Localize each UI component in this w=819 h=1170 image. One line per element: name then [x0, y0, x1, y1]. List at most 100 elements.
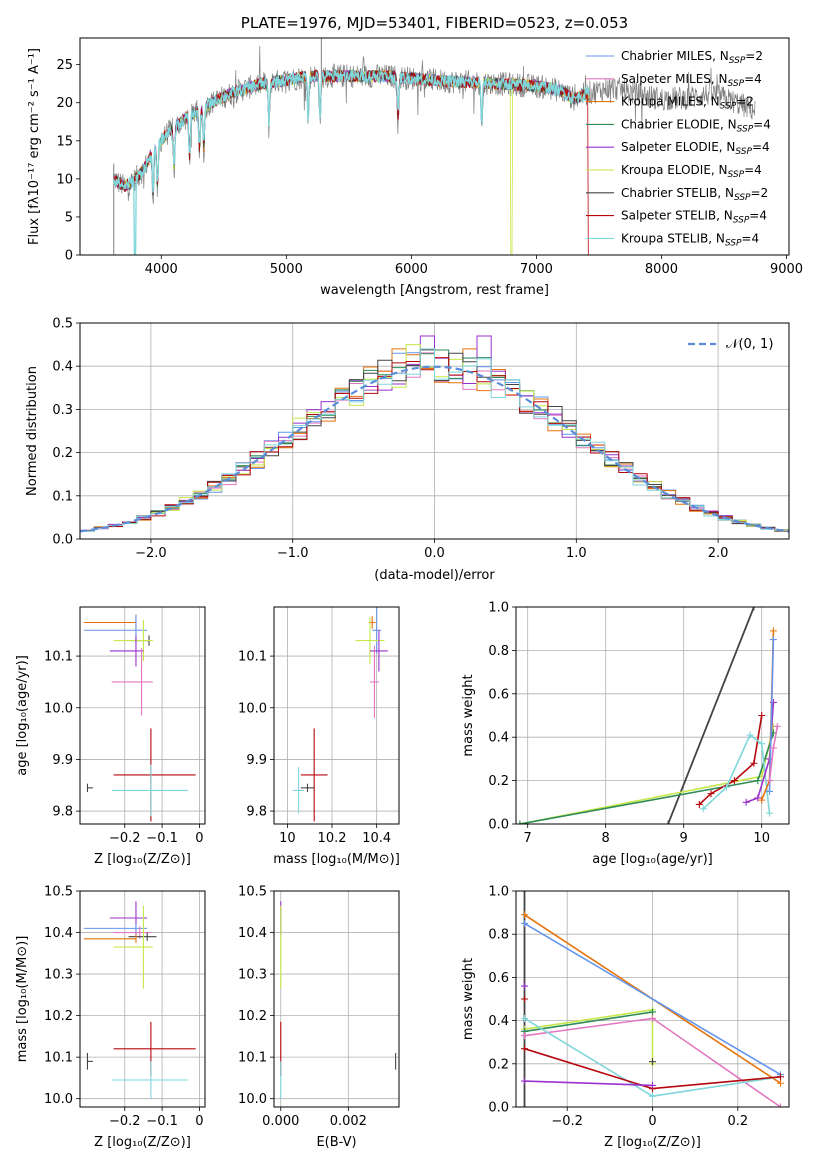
legend-label-suffix: =4: [744, 72, 762, 86]
y-tick-label: 9.8: [52, 805, 73, 820]
x-tick-label: 9: [680, 831, 688, 846]
x-tick-label: 0.2: [727, 1114, 748, 1129]
y-tick-label: 0.2: [488, 774, 509, 789]
ticks: 10 10.2 10.4 9.8 9.9 10.0 10.1: [238, 650, 391, 846]
x-tick-label: 0: [195, 1114, 203, 1129]
marker-kroupa_stelib: [723, 783, 731, 791]
legend-label: Chabrier ELODIE, NSSP=4: [621, 117, 771, 134]
x-tick-label: −0.2: [551, 1114, 583, 1129]
x-tick-label: 10.2: [318, 831, 347, 846]
y-tick-label: 10.2: [44, 1009, 73, 1024]
y-axis-label: Normed distribution: [25, 366, 40, 496]
marker-salpeter_miles: [769, 744, 777, 752]
legend-label-text: Salpeter STELIB, N: [621, 209, 733, 223]
y-tick-label: 0.8: [488, 928, 509, 943]
model-spectrum-salpeter_stelib: [113, 69, 589, 255]
y-tick-label: 5: [65, 210, 73, 225]
marker-salpeter_miles: [649, 1014, 656, 1022]
marker-salpeter_stelib: [750, 759, 758, 767]
legend-label-suffix: =4: [753, 117, 771, 131]
x-tick-label: −0.1: [146, 1114, 178, 1129]
legend-label-sub: SSP: [737, 124, 754, 134]
legend-label-text: Salpeter MILES, N: [621, 72, 728, 86]
y-tick-label: 0.0: [52, 533, 73, 548]
y-tick-label: 9.9: [52, 753, 73, 768]
axes-frame: [515, 606, 790, 825]
gridlines: [274, 607, 399, 824]
y-tick-label: 10.4: [44, 926, 73, 941]
y-tick-label: 0.0: [488, 818, 509, 833]
legend-label-sub: SSP: [720, 102, 737, 112]
ticks: −0.2 −0.1 0 10.0 10.1 10.2 10.3 10.4 10.5: [44, 885, 203, 1130]
y-axis-label: age [log₁₀(age/yr)]: [15, 655, 30, 776]
axes-frame: [273, 890, 400, 1108]
y-tick-label: 1.0: [488, 601, 509, 616]
data-points: [83, 901, 196, 1099]
y-tick-label: 10.2: [238, 1009, 267, 1024]
y-tick-label: 0.1: [52, 489, 73, 504]
marker-salpeter_elodie: [521, 1077, 529, 1085]
marker-chabrier_miles: [766, 787, 773, 795]
marker-chabrier_miles: [769, 636, 777, 644]
y-tick-label: 10.0: [44, 1092, 73, 1107]
x-tick-label: 7: [524, 831, 532, 846]
axes-frame: [79, 890, 206, 1108]
marker-kroupa_miles: [776, 1079, 784, 1087]
legend-label-suffix: =2: [736, 95, 754, 109]
ticks: 0.000 0.002 10.0 10.1 10.2 10.3 10.4 10.5: [238, 885, 367, 1130]
x-axis-label: mass [log₁₀(M/M⊙)]: [273, 852, 400, 867]
x-axis-label: Z [log₁₀(Z/Z⊙)]: [604, 1135, 701, 1150]
y-tick-label: 0.3: [52, 403, 73, 418]
y-tick-label: 0.8: [488, 644, 509, 659]
legend-label: 𝒩(0, 1): [726, 337, 773, 352]
y-tick-label: 10.1: [44, 1051, 73, 1066]
marker-chabrier_miles: [521, 919, 529, 927]
marker-salpeter_stelib: [521, 995, 529, 1003]
y-tick-label: 10.0: [238, 701, 267, 716]
marker-kroupa_stelib: [758, 740, 766, 748]
y-tick-label: 0.0: [488, 1101, 509, 1116]
series-line-salpeter_elodie: [524, 1080, 653, 1087]
series-line-salpeter_stelib: [698, 715, 763, 806]
y-tick-label: 10.0: [238, 1092, 267, 1107]
chart-massweight_vs_Z: −0.2 0 0.2 0.0 0.2 0.4 0.6 0.8 1.0 Z [log₁₀(Z/Z⊙)…: [461, 885, 790, 1150]
marker-chabrier_elodie: [516, 820, 524, 824]
legend-label-sub: SSP: [734, 193, 751, 203]
gridlines: [80, 607, 205, 824]
legend-label: Kroupa STELIB, NSSP=4: [621, 231, 759, 248]
chart-mass_vs_Z: −0.2 −0.1 0 10.0 10.1 10.2 10.3 10.4 10.5 Z [log₁…: [15, 885, 206, 1150]
x-tick-label: 2.0: [708, 546, 729, 561]
marker-chabrier_stelib: [750, 607, 758, 611]
marker-salpeter_stelib: [695, 800, 703, 808]
ticks: 4000 5000 6000 7000 8000 9000 0 5 10 15 20 25: [56, 58, 803, 277]
y-tick-label: 1.0: [488, 885, 509, 900]
legend-label: Salpeter ELODIE, NSSP=4: [621, 140, 770, 157]
x-axis-label: (data-model)/error: [374, 568, 495, 583]
marker-kroupa_miles: [521, 911, 529, 919]
marker-salpeter_stelib: [707, 790, 715, 798]
x-axis-label: Z [log₁₀(Z/Z⊙)]: [94, 852, 191, 867]
series-line-chabrier_elodie: [519, 732, 775, 824]
ticks: 7 8 9 10 0.0 0.2 0.4 0.6 0.8 1.0: [488, 601, 770, 847]
series-line-chabrier_miles: [524, 922, 781, 1076]
y-tick-label: 10.1: [238, 1051, 267, 1066]
chart-age_vs_Z: −0.2 −0.1 0 9.8 9.9 10.0 10.1 Z [log₁₀(Z/Z⊙)] ag…: [15, 606, 206, 867]
x-tick-label: 0: [648, 1114, 656, 1129]
y-tick-label: 10.0: [44, 701, 73, 716]
chart-massweight_vs_age: 7 8 9 10 0.0 0.2 0.4 0.6 0.8 1.0 age [log₁₀(age/yr…: [461, 601, 790, 867]
marker-kroupa_stelib: [521, 1014, 529, 1022]
y-axis-label: mass weight: [461, 674, 476, 756]
x-tick-label: 8000: [645, 262, 678, 277]
marker-salpeter_miles: [776, 1103, 784, 1107]
marker-chabrier_stelib: [521, 891, 529, 895]
y-tick-label: 0.2: [488, 1057, 509, 1072]
x-tick-label: 4000: [145, 262, 178, 277]
series-lines: [516, 607, 781, 824]
legend-label-sub: SSP: [735, 147, 752, 157]
marker-chabrier_elodie: [754, 777, 762, 785]
x-tick-label: −2.0: [135, 546, 167, 561]
marker-chabrier_elodie: [649, 1008, 656, 1016]
y-tick-label: 0.6: [488, 687, 509, 702]
y-tick-label: 15: [56, 134, 73, 149]
x-tick-label: 0.0: [424, 546, 445, 561]
